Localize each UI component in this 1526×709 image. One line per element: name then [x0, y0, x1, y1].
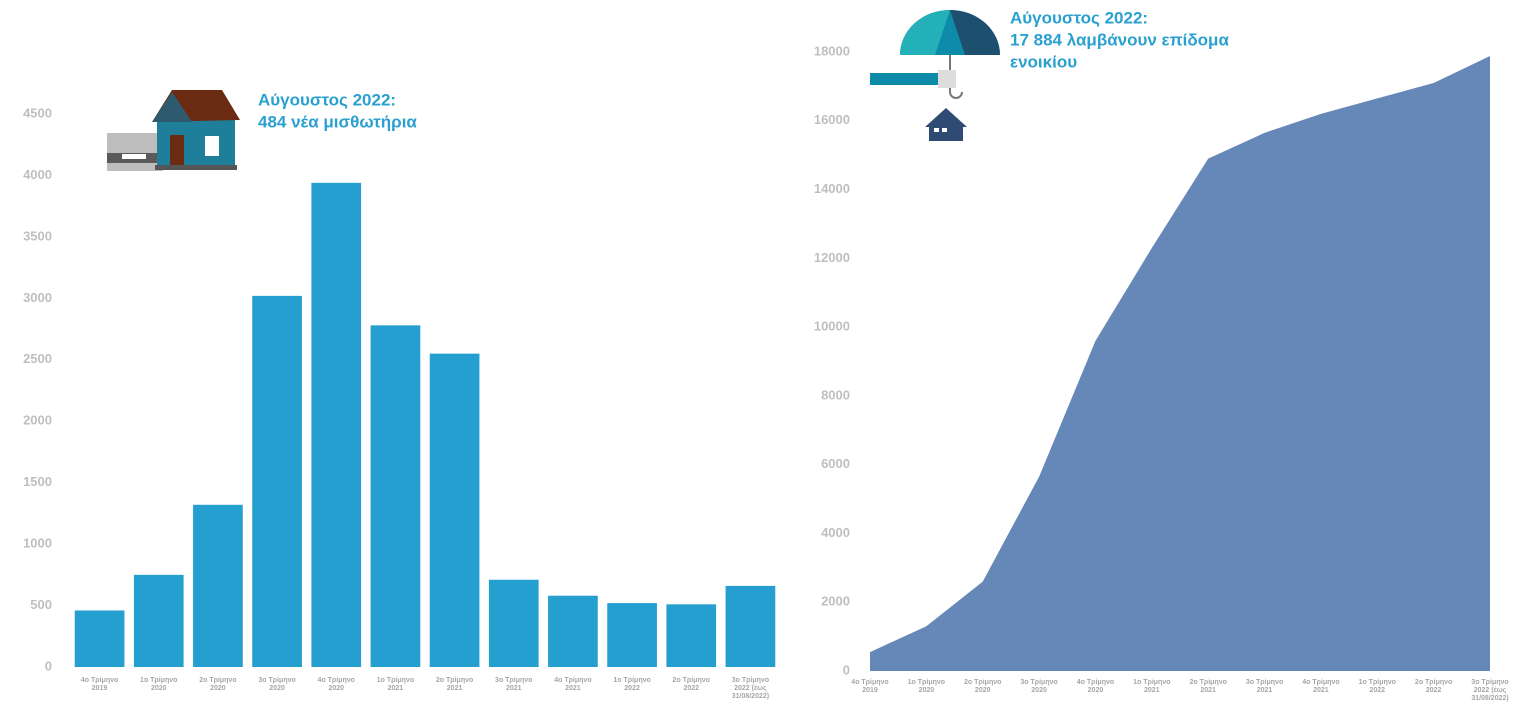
x-tick-label: 1ο Τρίμηνο 2021 — [1133, 679, 1171, 694]
annotation: 484 νέα μισθωτήρια — [258, 112, 417, 131]
x-tick-label: 3ο Τρίμηνο 2022 (έως 31/08/2022) — [731, 677, 770, 700]
y-tick-label: 500 — [30, 597, 52, 612]
y-tick-label: 2000 — [821, 594, 850, 609]
bar — [666, 604, 717, 667]
x-tick-label: 4ο Τρίμηνο 2019 — [80, 677, 119, 692]
bar — [548, 595, 598, 667]
bar — [74, 610, 125, 667]
x-tick-label: 2ο Τρίμηνο 2020 — [199, 677, 237, 692]
x-tick-label: 4ο Τρίμηνο 2020 — [317, 677, 355, 692]
y-tick-label: 2000 — [23, 413, 52, 428]
umbrella-icon — [870, 10, 1000, 141]
bar — [133, 574, 184, 667]
annotation: Αύγουστος 2022: — [1010, 8, 1148, 27]
x-tick-label: 3ο Τρίμηνο 2021 — [495, 677, 533, 692]
annotation: ενοικίου — [1010, 52, 1077, 71]
bar — [725, 585, 776, 667]
y-tick-label: 1000 — [23, 536, 52, 551]
y-tick-label: 3500 — [23, 228, 52, 243]
y-tick-label: 10000 — [814, 319, 850, 334]
annotation: 17 884 λαμβάνουν επίδομα — [1010, 30, 1229, 49]
x-tick-label: 4ο Τρίμηνο 2021 — [554, 677, 592, 692]
x-tick-label: 3ο Τρίμηνο 2020 — [258, 677, 296, 692]
x-tick-label: 4ο Τρίμηνο 2021 — [1302, 679, 1340, 694]
y-tick-label: 2500 — [23, 351, 52, 366]
y-tick-label: 14000 — [814, 181, 850, 196]
area — [870, 55, 1490, 671]
y-tick-label: 16000 — [814, 112, 850, 127]
y-tick-label: 4000 — [821, 525, 850, 540]
x-tick-label: 2ο Τρίμηνο 2022 — [1414, 679, 1453, 694]
bar — [193, 504, 243, 667]
x-tick-label: 4ο Τρίμηνο 2019 — [851, 679, 889, 694]
bar — [488, 579, 539, 667]
y-tick-label: 8000 — [821, 387, 850, 402]
y-tick-label: 4000 — [23, 167, 52, 182]
annotation: Αύγουστος 2022: — [258, 90, 396, 109]
x-tick-label: 2ο Τρίμηνο 2021 — [435, 677, 474, 692]
x-tick-label: 2ο Τρίμηνο 2022 — [672, 677, 710, 692]
bar — [429, 353, 480, 667]
bar — [252, 295, 302, 667]
y-tick-label: 0 — [843, 662, 850, 677]
x-tick-label: 3ο Τρίμηνο 2022 (έως 31/08/2022) — [1471, 679, 1509, 702]
y-tick-label: 12000 — [814, 250, 850, 265]
x-tick-label: 4ο Τρίμηνο 2020 — [1076, 679, 1115, 694]
x-tick-label: 2ο Τρίμηνο 2020 — [964, 679, 1002, 694]
x-tick-label: 1ο Τρίμηνο 2022 — [1358, 679, 1396, 694]
x-tick-label: 3ο Τρίμηνο 2020 — [1020, 679, 1058, 694]
bar — [311, 182, 362, 667]
x-tick-label: 2ο Τρίμηνο 2021 — [1189, 679, 1227, 694]
x-tick-label: 1ο Τρίμηνο 2020 — [907, 679, 946, 694]
x-tick-label: 1ο Τρίμηνο 2022 — [613, 677, 651, 692]
y-tick-label: 4500 — [23, 105, 52, 120]
x-tick-label: 1ο Τρίμηνο 2020 — [140, 677, 178, 692]
y-tick-label: 18000 — [814, 43, 850, 58]
x-tick-label: 3ο Τρίμηνο 2021 — [1245, 679, 1284, 694]
bar — [607, 603, 657, 667]
y-tick-label: 0 — [45, 658, 52, 673]
y-tick-label: 6000 — [821, 456, 850, 471]
y-tick-label: 3000 — [23, 290, 52, 305]
house-icon — [107, 90, 240, 171]
bar — [370, 325, 421, 667]
x-tick-label: 1ο Τρίμηνο 2021 — [376, 677, 415, 692]
y-tick-label: 1500 — [23, 474, 52, 489]
